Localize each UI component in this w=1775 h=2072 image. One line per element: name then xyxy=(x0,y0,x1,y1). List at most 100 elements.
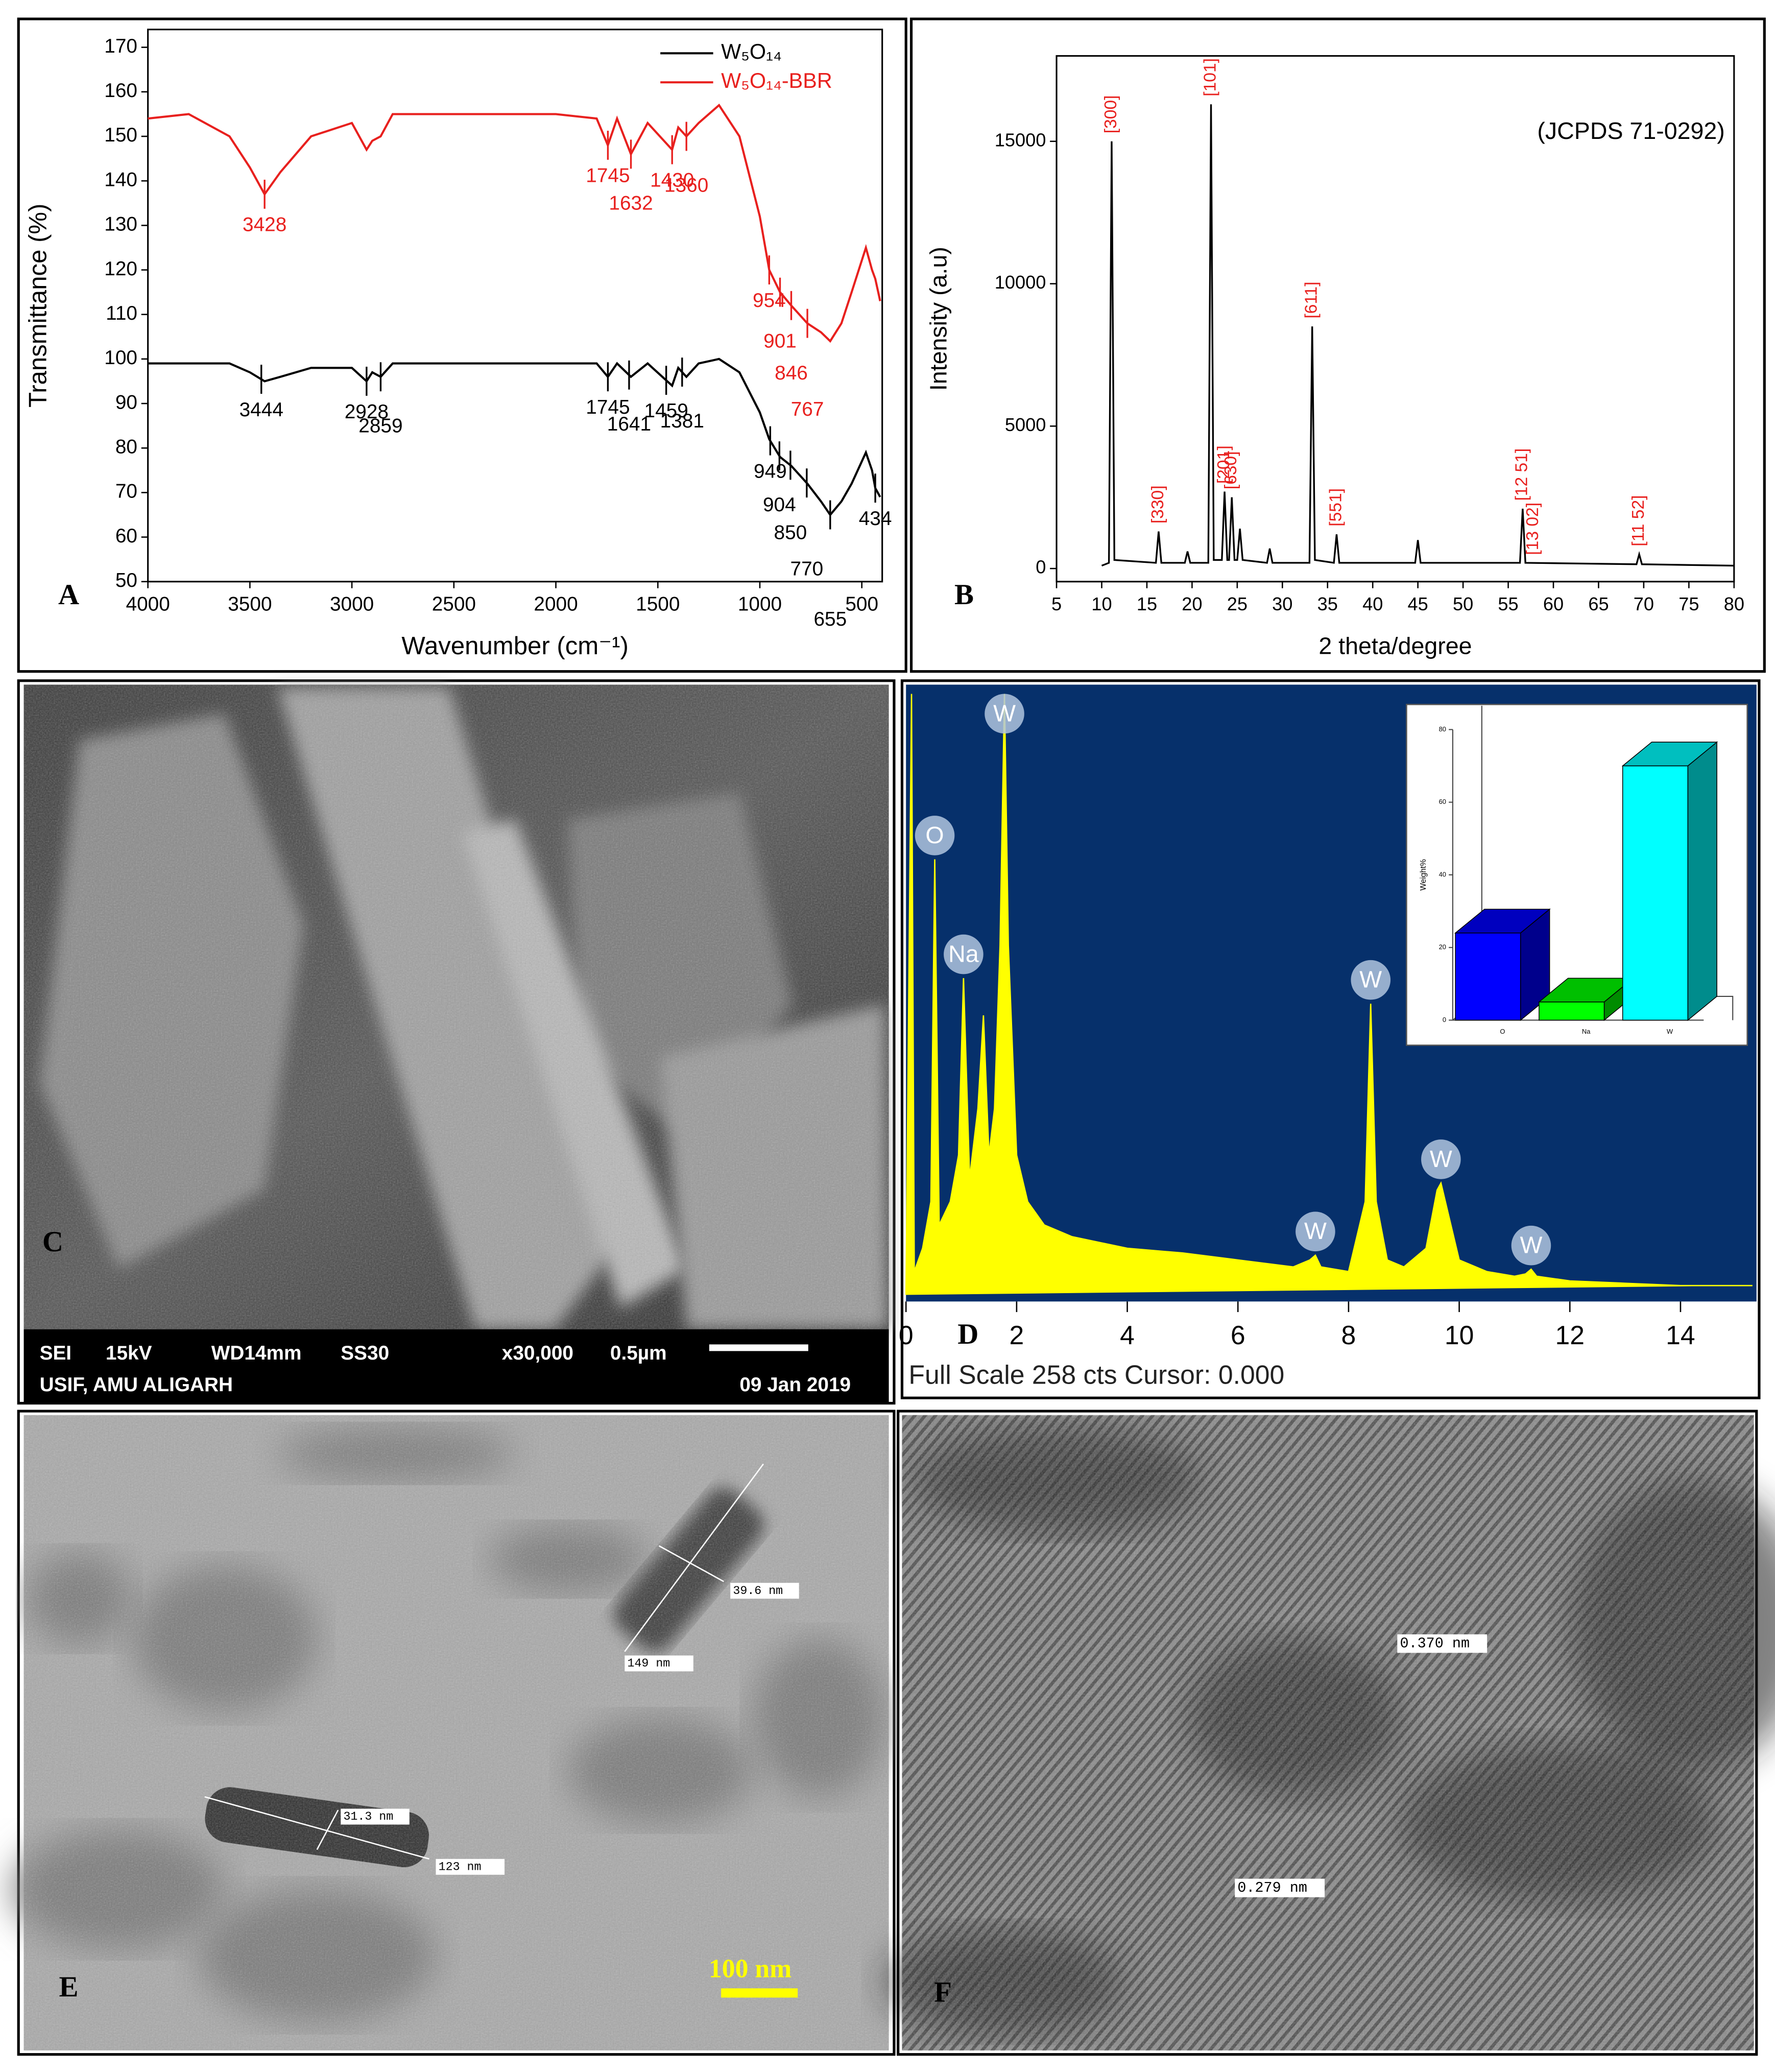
panel-label: A xyxy=(58,579,79,611)
x-tick-label: 35 xyxy=(1317,593,1338,614)
peak-label: 1641 xyxy=(607,413,651,435)
peak-label: 434 xyxy=(859,508,892,530)
x-tick-label: 1500 xyxy=(636,593,680,615)
peak-annotation: [330] xyxy=(1148,485,1167,523)
peak-annotation: [11 52] xyxy=(1629,495,1648,546)
hrtem-noise xyxy=(902,1415,1754,2051)
y-axis-title: Weight% xyxy=(1419,859,1428,891)
x-tick-label: 10 xyxy=(1445,1320,1474,1350)
x-tick-label: 500 xyxy=(845,593,878,615)
sem-info: 15kV xyxy=(106,1342,152,1364)
tem-noise xyxy=(23,1415,889,2051)
x-tick-label: 1000 xyxy=(738,593,782,615)
peak-annotation: [630] xyxy=(1221,451,1240,489)
element-label: W xyxy=(1520,1232,1542,1258)
plot-frame xyxy=(1056,55,1735,583)
panel-label: D xyxy=(957,1318,978,1350)
measure-label: 123 nm xyxy=(439,1860,482,1873)
measure-box xyxy=(436,1859,505,1875)
peak-label: 1381 xyxy=(660,410,704,432)
y-tick-label: 50 xyxy=(115,569,137,591)
y-tick-label: 130 xyxy=(104,213,137,235)
peak-label: 3444 xyxy=(239,399,283,421)
x-tick-label: 65 xyxy=(1588,593,1609,614)
measure-label: 149 nm xyxy=(627,1657,670,1670)
y-tick-label: 80 xyxy=(115,436,137,458)
panel-label: B xyxy=(954,579,974,611)
peak-label: 2859 xyxy=(358,415,402,437)
peak-label: 1360 xyxy=(664,175,708,197)
x-tick-label: 55 xyxy=(1498,593,1518,614)
peak-label: 850 xyxy=(774,522,807,544)
element-label: W xyxy=(1430,1146,1452,1172)
element-badge xyxy=(915,816,955,855)
y-tick-label: 170 xyxy=(104,35,137,57)
peak-label: 655 xyxy=(813,608,847,630)
peak-annotation: [201] xyxy=(1214,445,1233,484)
element-badge xyxy=(1296,1211,1335,1252)
y-tick-label: 10000 xyxy=(995,272,1046,293)
x-tick-label: 45 xyxy=(1408,593,1428,614)
x-tick-label: 12 xyxy=(1555,1320,1585,1350)
legend-label: W₅O₁₄-BBR xyxy=(721,69,832,92)
peak-label: 846 xyxy=(775,362,808,384)
sem-info: x30,000 xyxy=(502,1342,573,1364)
peak-label: 767 xyxy=(791,398,824,420)
x-tick-label: 40 xyxy=(1362,593,1383,614)
element-badge xyxy=(1351,960,1391,1000)
y-tick-label: 0 xyxy=(1443,1016,1446,1023)
y-tick-label: 70 xyxy=(115,481,137,503)
peak-label: 3428 xyxy=(243,214,286,236)
sem-info: USIF, AMU ALIGARH xyxy=(40,1374,233,1396)
panel-label: C xyxy=(42,1226,63,1258)
x-tick-label: 20 xyxy=(1182,593,1202,614)
footer: Full Scale 258 cts Cursor: 0.000 xyxy=(908,1360,1284,1389)
x-axis-title: Wavenumber (cm⁻¹) xyxy=(401,632,628,660)
element-label: W xyxy=(1359,966,1382,993)
bar xyxy=(1539,1002,1605,1021)
y-tick-label: 15000 xyxy=(995,129,1046,150)
measure-line xyxy=(624,1463,764,1652)
measure-label: 31.3 nm xyxy=(343,1810,393,1823)
scale-bar-label: 100 nm xyxy=(709,1954,791,1983)
x-tick-label: 8 xyxy=(1341,1320,1356,1350)
x-tick-label: 10 xyxy=(1091,593,1112,614)
peak-label: 949 xyxy=(754,460,787,482)
measure-label: 0.279 nm xyxy=(1237,1879,1307,1896)
peak-label: 1632 xyxy=(609,192,653,214)
element-badge xyxy=(985,694,1024,734)
sem-info: 0.5µm xyxy=(610,1342,667,1364)
measure-box xyxy=(625,1655,693,1672)
legend-label: W₅O₁₄ xyxy=(721,40,782,63)
y-axis-title: Transmittance (%) xyxy=(25,204,52,408)
sem-info: 09 Jan 2019 xyxy=(739,1374,851,1396)
bar-side xyxy=(1687,741,1717,1021)
peak-annotation: [13 02] xyxy=(1523,503,1542,555)
x-tick-label: W xyxy=(1667,1028,1673,1035)
x-tick-label: 60 xyxy=(1543,593,1564,614)
measure-line xyxy=(316,1809,339,1850)
panel-frame xyxy=(900,679,1761,1399)
sem-image xyxy=(23,684,889,1329)
spectrum xyxy=(905,694,1753,1295)
element-label: W xyxy=(993,700,1016,726)
sem-info: WD14mm xyxy=(211,1342,302,1364)
peak-label: 770 xyxy=(790,558,824,580)
measure-box xyxy=(1235,1878,1325,1897)
x-tick-label: 6 xyxy=(1231,1320,1245,1350)
series-line xyxy=(148,358,881,517)
series-line xyxy=(148,103,881,343)
y-tick-label: 160 xyxy=(104,80,137,102)
x-tick-label: 14 xyxy=(1666,1320,1695,1350)
measure-line xyxy=(204,1796,429,1860)
element-label: Na xyxy=(948,940,979,967)
y-tick-label: 90 xyxy=(115,391,137,413)
y-tick-label: 100 xyxy=(104,347,137,369)
x-tick-label: 80 xyxy=(1724,593,1744,614)
element-badge xyxy=(944,934,984,974)
peak-label: 1745 xyxy=(586,396,630,418)
panel-frame xyxy=(17,17,907,673)
y-tick-label: 60 xyxy=(115,525,137,547)
peak-annotation: [101] xyxy=(1201,58,1219,97)
panel-label: E xyxy=(59,1971,79,2003)
